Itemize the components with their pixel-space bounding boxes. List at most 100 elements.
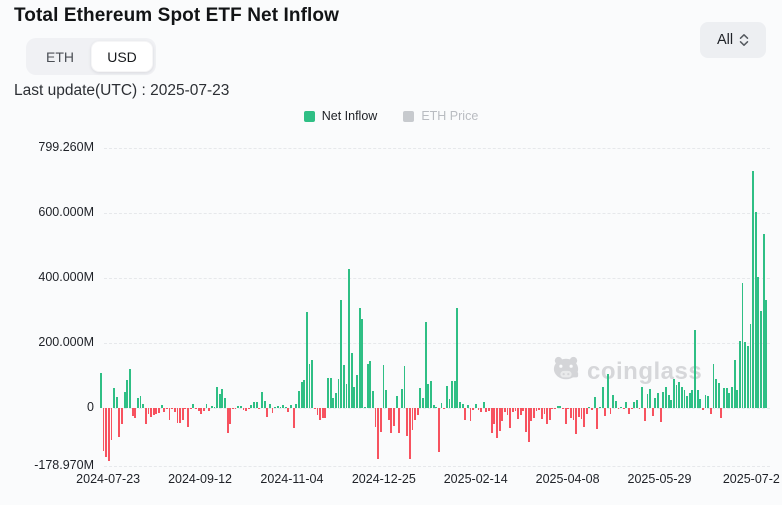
- bar: [641, 387, 644, 408]
- bar: [160, 405, 163, 408]
- bar: [551, 407, 554, 410]
- bar: [192, 404, 195, 408]
- bar: [387, 407, 390, 421]
- bar: [675, 385, 678, 408]
- bar: [102, 407, 105, 452]
- updown-chevron-icon: [739, 33, 749, 47]
- bar: [651, 407, 654, 416]
- bar: [115, 396, 118, 408]
- watermark-text: coinglass: [587, 357, 703, 385]
- bar: [480, 407, 483, 413]
- bar: [393, 407, 395, 427]
- bar: [200, 407, 203, 415]
- bar: [459, 401, 461, 408]
- y-tick-label: 400.000M: [38, 269, 94, 284]
- bar: [554, 407, 556, 409]
- bar: [424, 322, 427, 408]
- y-tick-label: 799.260M: [38, 140, 94, 154]
- bar: [456, 307, 459, 408]
- bar: [408, 407, 411, 460]
- bar: [411, 407, 414, 430]
- x-tick-label: 2025-07-2: [722, 472, 780, 486]
- bar: [691, 389, 694, 408]
- bar: [535, 407, 538, 411]
- bar: [155, 407, 158, 415]
- bar: [630, 407, 633, 409]
- bar: [464, 407, 467, 421]
- bar: [213, 406, 216, 408]
- x-axis-labels: 2024-07-23 2024-09-12 2024-11-04 2024-12-25…: [76, 472, 782, 492]
- coinglass-logo-icon: [551, 355, 581, 388]
- bar: [121, 407, 123, 425]
- bar: [583, 407, 586, 428]
- bar: [538, 407, 541, 410]
- bar: [303, 379, 306, 408]
- legend-eth-price[interactable]: ETH Price: [403, 109, 478, 123]
- bar: [762, 234, 765, 408]
- bar: [208, 407, 211, 412]
- bar: [517, 407, 519, 419]
- range-select[interactable]: All: [700, 22, 766, 58]
- bar: [543, 407, 546, 415]
- bar: [588, 407, 591, 408]
- bar: [567, 407, 570, 409]
- bar: [403, 365, 406, 408]
- bar: [765, 299, 768, 408]
- bar: [596, 407, 599, 429]
- bar: [746, 346, 749, 408]
- bar: [298, 390, 300, 408]
- bar: [181, 407, 184, 421]
- bar: [622, 407, 625, 410]
- bar: [171, 407, 174, 409]
- bar: [585, 407, 588, 415]
- bar: [593, 397, 596, 408]
- bar: [680, 386, 683, 408]
- last-update-text: Last update(UTC) : 2025-07-23: [14, 82, 230, 99]
- bar: [266, 407, 269, 418]
- x-tick-label: 2025-05-29: [627, 472, 692, 486]
- bar: [300, 381, 303, 408]
- y-tick-label: 0: [87, 399, 94, 414]
- gridline: [104, 212, 770, 214]
- bar: [580, 407, 583, 419]
- bar: [176, 407, 179, 424]
- bar: [416, 407, 419, 416]
- bar: [749, 323, 752, 408]
- bar: [284, 406, 287, 408]
- bar: [321, 407, 324, 418]
- bar: [670, 399, 673, 408]
- legend-net-inflow[interactable]: Net Inflow: [303, 109, 377, 123]
- bar: [242, 407, 245, 411]
- bar: [419, 388, 422, 408]
- bar: [353, 387, 356, 408]
- bar: [443, 407, 446, 410]
- bar: [527, 407, 530, 442]
- bar: [105, 407, 108, 458]
- bar: [609, 407, 612, 414]
- bar: [525, 407, 527, 432]
- bar: [382, 365, 385, 408]
- gridline: [104, 466, 770, 467]
- bar: [173, 407, 176, 412]
- bar: [342, 364, 345, 408]
- y-tick-label: 600.000M: [38, 204, 94, 219]
- bar: [400, 388, 403, 408]
- tab-usd[interactable]: USD: [91, 41, 153, 72]
- bar: [649, 388, 652, 408]
- bar: [221, 388, 224, 408]
- bar: [625, 401, 628, 408]
- bar: [253, 402, 255, 408]
- bar: [604, 407, 607, 416]
- bar: [519, 407, 522, 415]
- bar: [144, 407, 147, 425]
- bar: [292, 407, 295, 429]
- bar: [390, 407, 393, 433]
- bar: [678, 381, 681, 408]
- bar: [142, 403, 145, 408]
- bar: [659, 407, 662, 423]
- bar: [210, 406, 213, 408]
- chart-plot[interactable]: [100, 148, 770, 467]
- bar: [725, 388, 728, 408]
- tab-eth[interactable]: ETH: [29, 41, 91, 72]
- bar: [694, 329, 696, 408]
